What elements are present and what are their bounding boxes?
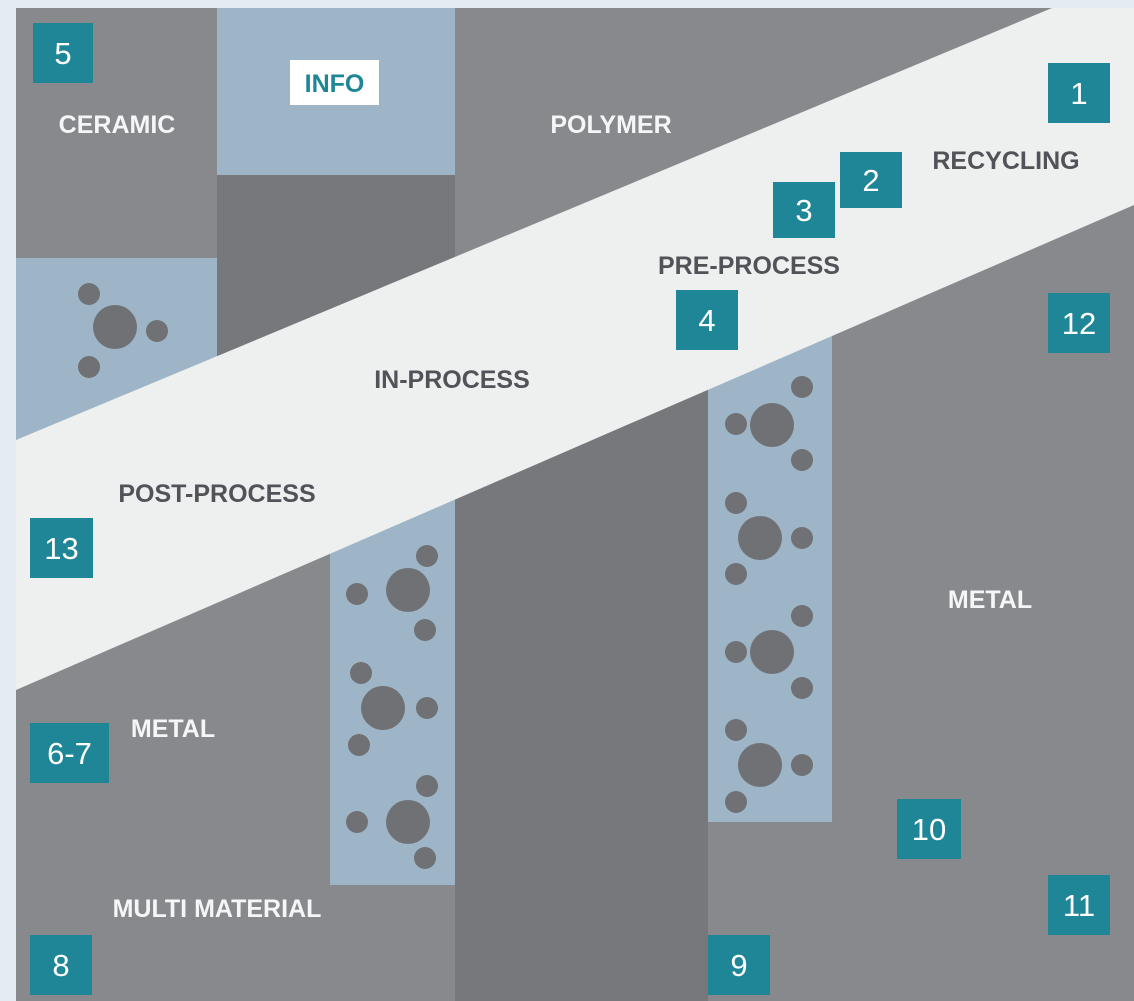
badge-1-bg[interactable] — [1048, 63, 1110, 123]
badge-2-label[interactable]: 2 — [862, 163, 879, 198]
molecule-icon-left-1 — [346, 545, 438, 641]
badge-1-label[interactable]: 1 — [1070, 76, 1087, 111]
badge-8-label[interactable]: 8 — [52, 948, 69, 983]
molecule-icon-right-1 — [725, 376, 813, 471]
multi-material-panel — [330, 880, 455, 1001]
badge-13-label[interactable]: 13 — [44, 531, 78, 566]
badge-6-7-bg[interactable] — [30, 723, 109, 783]
badge-2[interactable]: 2 — [840, 152, 902, 208]
process-label-in-process: IN-PROCESS — [374, 366, 530, 394]
badge-3-bg[interactable] — [773, 182, 835, 238]
region-label-polymer: POLYMER — [550, 111, 671, 139]
process-label-recycling: RECYCLING — [932, 147, 1079, 175]
process-label-post-process: POST-PROCESS — [118, 480, 315, 508]
molecule-icon-right-2 — [725, 492, 813, 585]
region-label-metal-right: METAL — [948, 586, 1032, 614]
badge-4-bg[interactable] — [676, 290, 738, 350]
badge-8[interactable]: 8 — [30, 935, 92, 995]
badge-5-label[interactable]: 5 — [54, 36, 71, 71]
region-label-multi-material: MULTI MATERIAL — [113, 895, 322, 923]
badge-9[interactable]: 9 — [708, 935, 770, 995]
badge-10-label[interactable]: 10 — [912, 812, 946, 847]
badge-13-bg[interactable] — [30, 518, 93, 578]
badge-6-7[interactable]: 6-7 — [30, 723, 109, 783]
badge-11[interactable]: 11 — [1048, 875, 1110, 935]
badge-10-bg[interactable] — [897, 799, 961, 859]
molecule-icon-ceramic — [78, 283, 168, 378]
badge-8-bg[interactable] — [30, 935, 92, 995]
info-button-bg[interactable] — [290, 60, 379, 105]
badge-12-bg[interactable] — [1048, 293, 1110, 353]
badge-2-bg[interactable] — [840, 152, 902, 208]
info-button-label[interactable]: INFO — [305, 70, 365, 98]
process-label-pre-process: PRE-PROCESS — [658, 252, 840, 280]
badge-3-label[interactable]: 3 — [795, 193, 812, 228]
badge-5-bg[interactable] — [33, 23, 93, 83]
badge-1[interactable]: 1 — [1048, 63, 1110, 123]
badge-4[interactable]: 4 — [676, 290, 738, 350]
badge-12-label[interactable]: 12 — [1062, 306, 1096, 341]
badge-11-bg[interactable] — [1048, 875, 1110, 935]
region-label-ceramic: CERAMIC — [59, 111, 176, 139]
badge-10[interactable]: 10 — [897, 799, 961, 859]
info-button[interactable]: INFO — [290, 60, 379, 105]
badge-9-label[interactable]: 9 — [730, 948, 747, 983]
badge-9-bg[interactable] — [708, 935, 770, 995]
molecule-icon-left-2 — [348, 662, 438, 756]
region-label-metal-left: METAL — [131, 715, 215, 743]
badge-13[interactable]: 13 — [30, 518, 93, 578]
molecule-icon-right-3 — [725, 605, 813, 699]
molecule-icon-right-4 — [725, 719, 813, 813]
molecule-icon-left-3 — [346, 775, 438, 869]
badge-5[interactable]: 5 — [33, 23, 93, 83]
badge-4-label[interactable]: 4 — [698, 303, 715, 338]
badge-12[interactable]: 12 — [1048, 293, 1110, 353]
center-dark-column — [455, 380, 708, 1001]
badge-3[interactable]: 3 — [773, 182, 835, 238]
badge-11-label[interactable]: 11 — [1063, 888, 1095, 923]
badge-6-7-label[interactable]: 6-7 — [47, 736, 92, 771]
